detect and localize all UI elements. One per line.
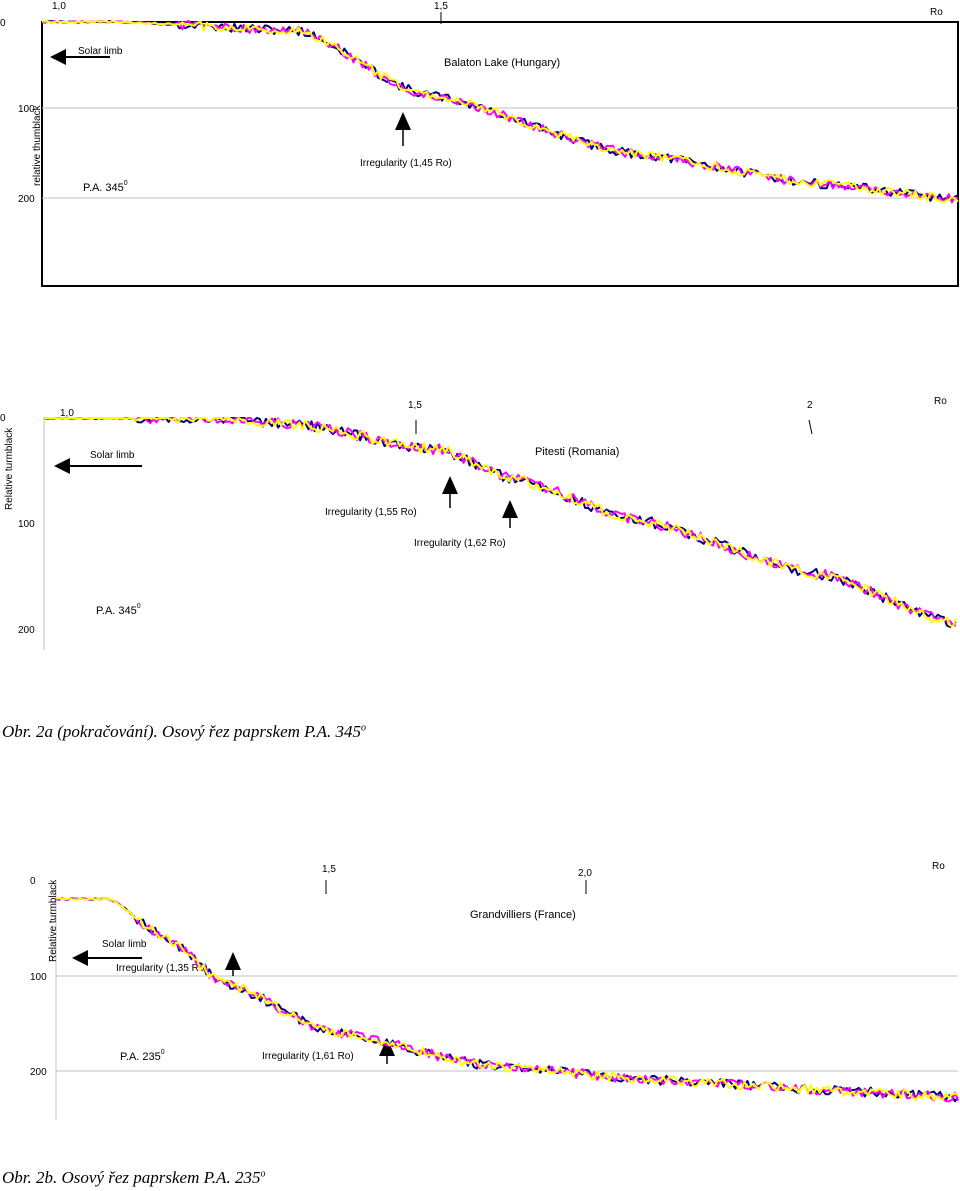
- y-axis-label: relative thumblack: [32, 104, 43, 186]
- solar-limb-label: Solar limb: [90, 450, 135, 461]
- y-tick-label: 0: [0, 18, 6, 29]
- y-axis-label: Relative turmblack: [48, 879, 59, 962]
- chart-title: Pitesti (Romania): [535, 446, 619, 458]
- chart-title: Grandvilliers (France): [470, 909, 576, 921]
- series-group: [55, 897, 959, 1103]
- svg-text:P.A. 2350: P.A. 2350: [120, 1049, 165, 1063]
- y-tick-label: 200: [18, 625, 35, 636]
- y-tick-label: 0: [30, 876, 36, 887]
- irregularity-arrow: [395, 112, 411, 146]
- series-line-3: [41, 20, 959, 204]
- annotation-label: Irregularity (1,35 Ro): [116, 963, 208, 974]
- y-tick-label: 100: [18, 519, 35, 530]
- y-tick-label: 200: [18, 194, 35, 205]
- x-axis-label: Ro: [930, 7, 943, 18]
- solar-limb-label: Solar limb: [102, 939, 147, 950]
- figure-caption: Obr. 2b. Osový řez paprskem P.A. 235o: [2, 1168, 265, 1188]
- series-line-1: [41, 20, 959, 202]
- x-tick-label: 2: [807, 400, 813, 411]
- svg-text:P.A. 3450: P.A. 3450: [96, 603, 141, 617]
- x-tick-label: 1,0: [60, 408, 74, 419]
- caption-superscript: o: [361, 722, 366, 734]
- irregularity-arrow: [379, 1038, 395, 1064]
- annotation-label: Irregularity (1,45 Ro): [360, 158, 452, 169]
- annotation-label: Irregularity (1,62 Ro): [414, 538, 506, 549]
- x-tick-mark: [808, 419, 813, 435]
- y-tick-label: 200: [30, 1067, 47, 1078]
- series-line-2: [43, 417, 957, 627]
- x-tick-label: 1,5: [322, 864, 336, 875]
- chart-balaton: 0 100 200 1,0 1,5 Ro relative thumblack …: [0, 1, 959, 287]
- pa-superscript: 0: [161, 1049, 165, 1056]
- chart-grandvilliers: 0 100 200 1,5 2,0 Ro Relative turmblack …: [30, 861, 959, 1120]
- x-tick-label: 1,0: [52, 1, 66, 12]
- x-axis-label: Ro: [934, 396, 947, 407]
- chart-pitesti: 0 100 200 1,0 1,5 2 Ro Relative turmblac…: [0, 396, 957, 650]
- solar-limb-arrow: [50, 49, 110, 65]
- solar-limb-arrow: [72, 950, 142, 966]
- pa-label: P.A. 235: [120, 1051, 161, 1063]
- series-line-3: [43, 417, 957, 628]
- caption-text: Obr. 2a (pokračování). Osový řez paprske…: [2, 722, 361, 741]
- annotation-label: Irregularity (1,61 Ro): [262, 1051, 354, 1062]
- pa-superscript: 0: [137, 603, 141, 610]
- svg-text:P.A. 3450: P.A. 3450: [83, 180, 128, 194]
- solar-limb-arrow: [54, 458, 142, 474]
- pa-superscript: 0: [124, 180, 128, 187]
- annotation-label: Irregularity (1,55 Ro): [325, 507, 417, 518]
- x-axis-label: Ro: [932, 861, 945, 872]
- series-group: [41, 19, 959, 204]
- plot-frame: [41, 21, 959, 287]
- x-tick-label: 2,0: [578, 868, 592, 879]
- series-line-3: [55, 897, 959, 1101]
- irregularity-arrow: [225, 952, 241, 976]
- chart-title: Balaton Lake (Hungary): [444, 57, 560, 69]
- y-tick-label: 100: [30, 972, 47, 983]
- pa-label: P.A. 345: [83, 182, 124, 194]
- y-axis-label: Relative turmblack: [4, 427, 15, 510]
- irregularity-arrow: [502, 500, 518, 528]
- series-line-1: [43, 417, 957, 628]
- x-tick-label: 1,5: [408, 400, 422, 411]
- figure-caption: Obr. 2a (pokračování). Osový řez paprske…: [2, 722, 366, 742]
- x-tick-label: 1,5: [434, 1, 448, 12]
- caption-text: Obr. 2b. Osový řez paprskem P.A. 235: [2, 1168, 261, 1187]
- y-tick-label: 100: [18, 104, 35, 115]
- series-group: [43, 417, 957, 628]
- solar-limb-label: Solar limb: [78, 46, 123, 57]
- caption-superscript: o: [260, 1168, 266, 1180]
- y-tick-label: 0: [0, 413, 6, 424]
- pa-label: P.A. 345: [96, 605, 137, 617]
- irregularity-arrow: [442, 476, 458, 508]
- series-line-2: [41, 19, 959, 204]
